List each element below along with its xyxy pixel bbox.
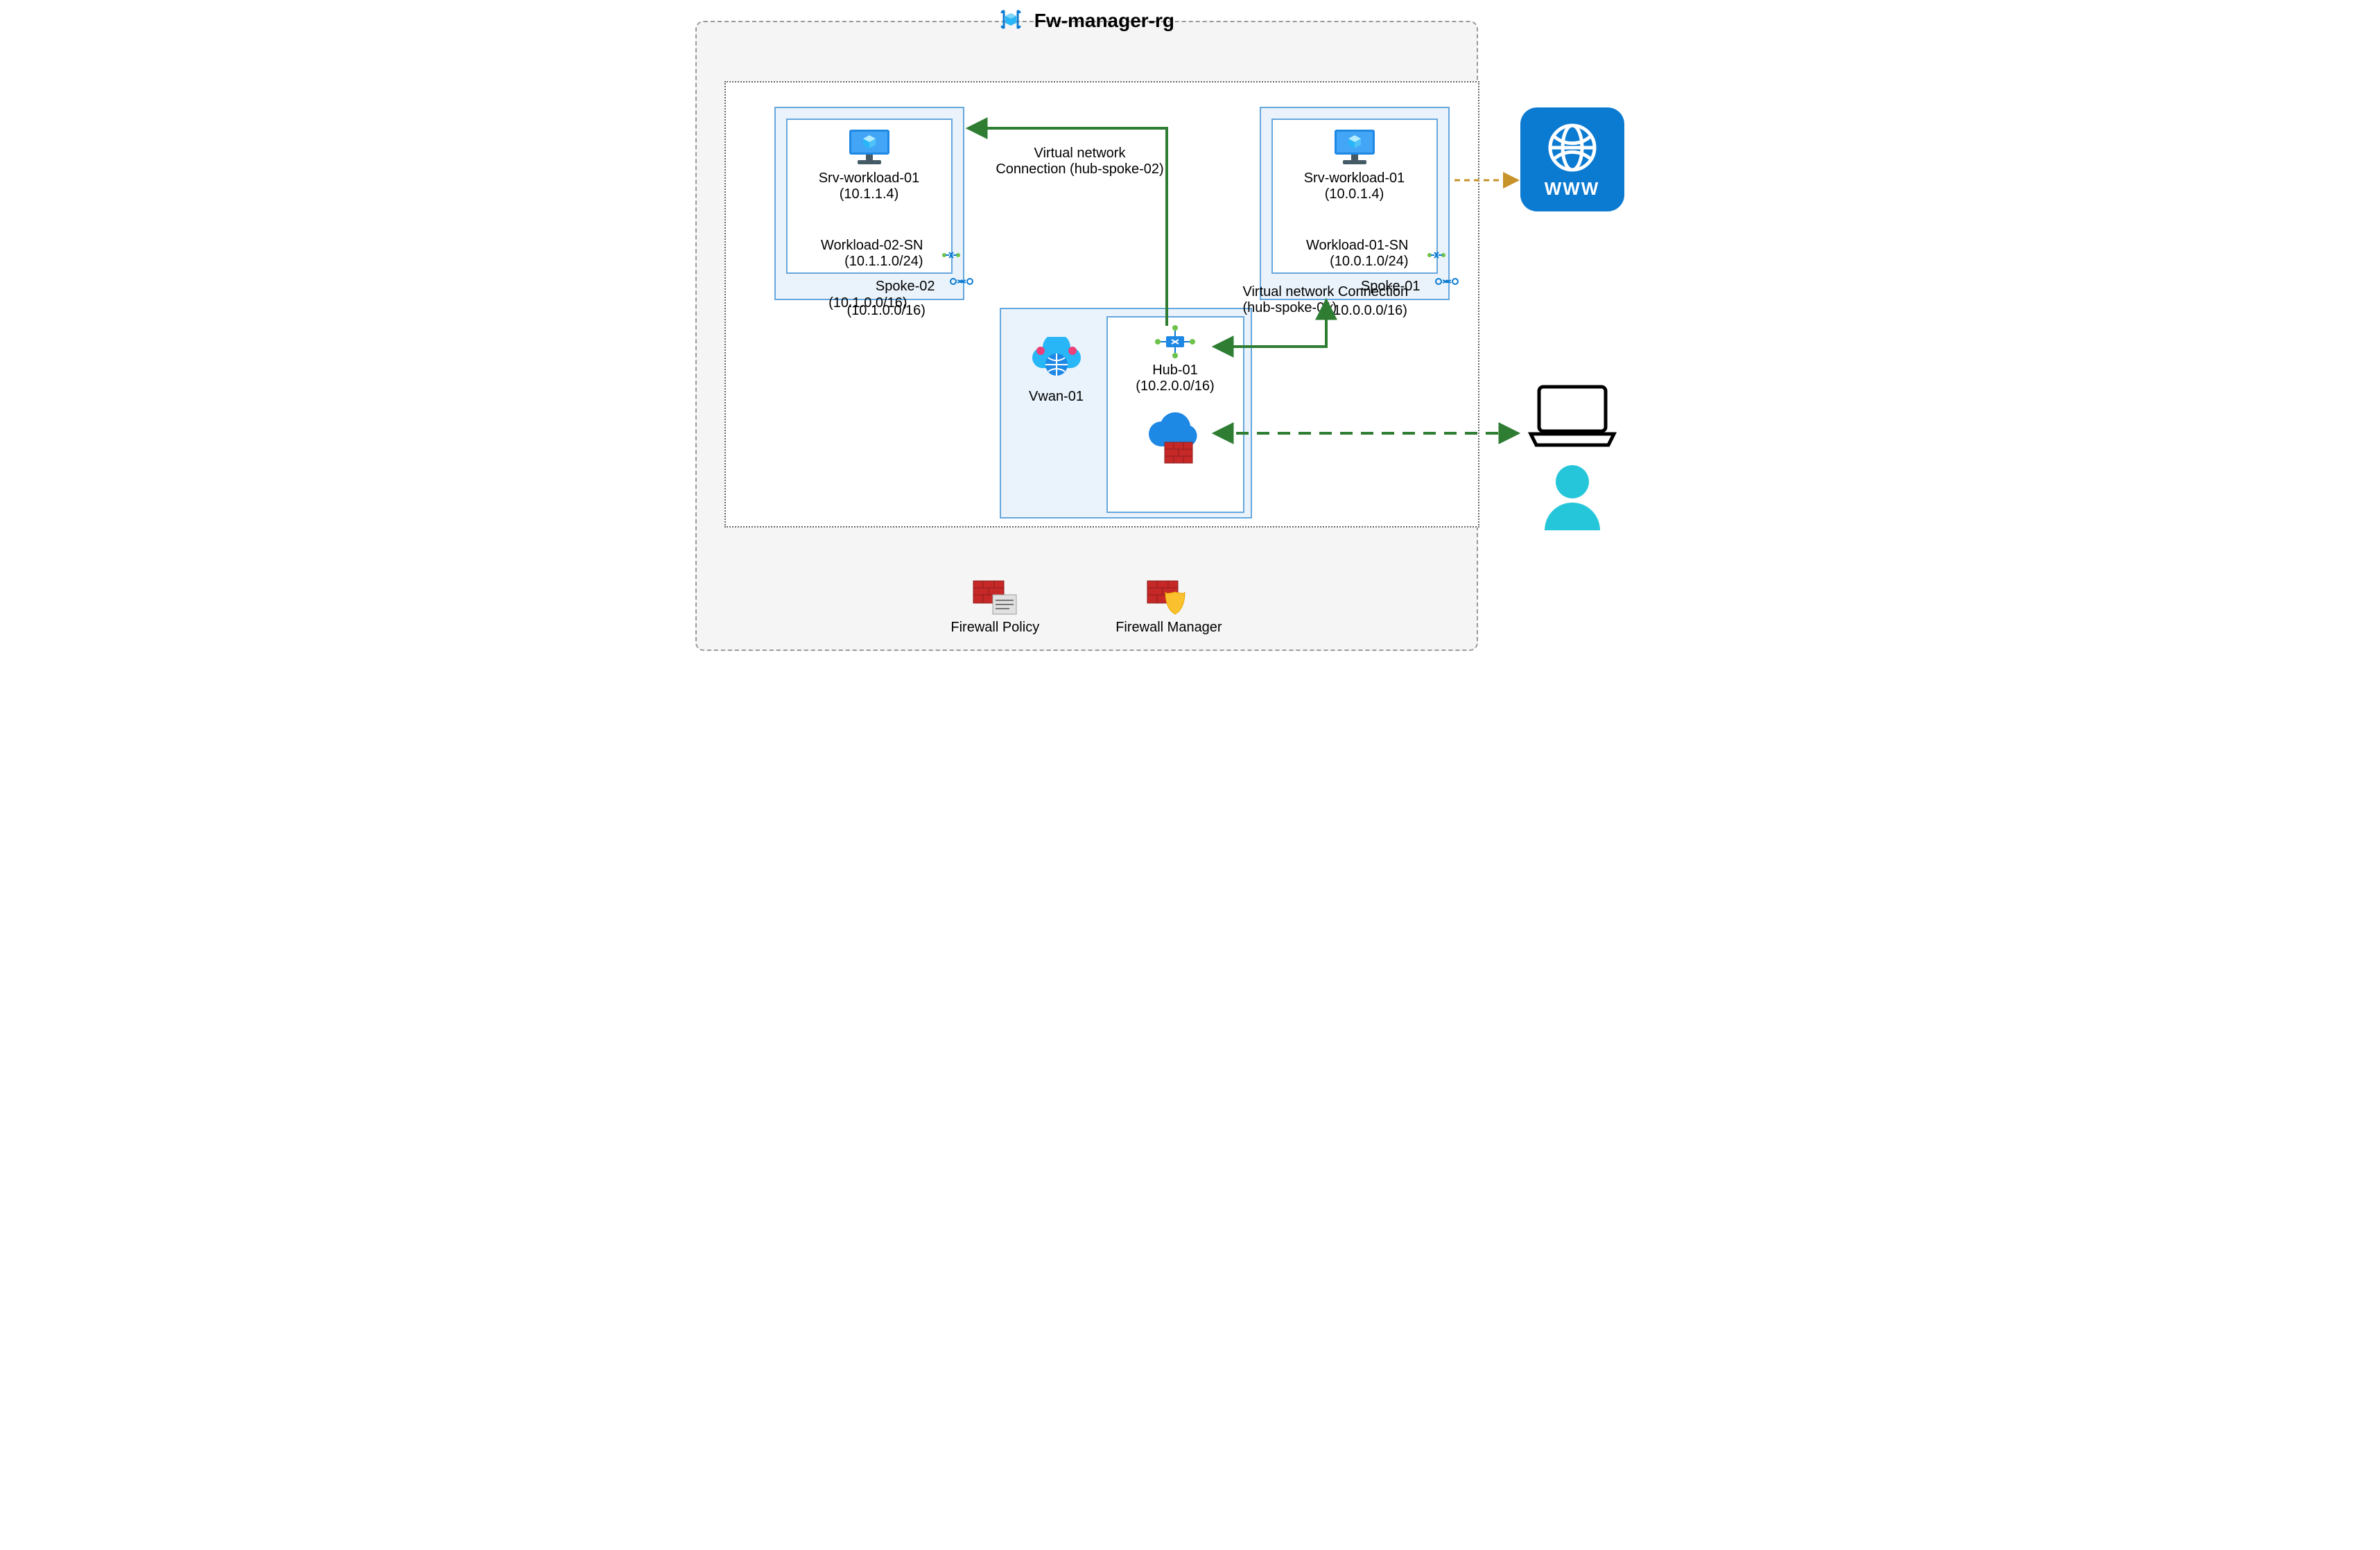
hub-icon (1108, 324, 1243, 363)
legend-manager-label: Firewall Manager (1115, 620, 1222, 636)
subnet-cidr-right: (10.0.1.0/24) (1273, 254, 1409, 270)
www-tile: WWW (1520, 107, 1624, 211)
vwan-icon: Vwan-01 (1015, 337, 1098, 405)
spoke-left: Srv-workload-01 (10.1.1.4) Workload-02-S… (774, 107, 964, 300)
legend-policy-label: Firewall Policy (950, 620, 1039, 636)
vm-ip-left: (10.1.1.4) (788, 186, 951, 202)
subnet-name-left: Workload-02-SN (788, 238, 923, 254)
conn-right-label: Virtual network Connection (hub-spoke-01… (1243, 284, 1423, 316)
vm-icon-right (1273, 127, 1436, 171)
subnet-icon-right (1424, 245, 1449, 268)
hub-box: Hub-01 (10.2.0.0/16) (1106, 316, 1244, 513)
legend-firewall-manager: Firewall Manager (1115, 578, 1222, 636)
conn-right-line2: (hub-spoke-01) (1243, 300, 1423, 316)
conn-left-label: Virtual network Connection (hub-spoke-02… (990, 146, 1170, 177)
vnet-name-left: Spoke-02 (776, 279, 935, 295)
conn-left-line1: Virtual network (990, 146, 1170, 162)
vm-name-left: Srv-workload-01 (788, 171, 951, 186)
spoke-right: Srv-workload-01 (10.0.1.4) Workload-01-S… (1260, 107, 1450, 300)
vm-ip-right: (10.0.1.4) (1273, 186, 1436, 202)
vm-name-right: Srv-workload-01 (1273, 171, 1436, 186)
vnet-cidr-left-below2: (10.1.0.0/16) (847, 303, 926, 319)
subnet-icon-left (939, 245, 964, 268)
hub-label: Hub-01 (1108, 363, 1243, 378)
subnet-left: Srv-workload-01 (10.1.1.4) Workload-02-S… (786, 119, 953, 274)
conn-right-line1: Virtual network Connection (1243, 284, 1423, 300)
laptop-icon (1524, 381, 1621, 454)
vwan-label: Vwan-01 (1015, 389, 1098, 405)
vwan-box: Vwan-01 (1000, 308, 1252, 519)
legend-firewall-policy: Firewall Policy (950, 578, 1039, 636)
www-label: WWW (1545, 178, 1600, 200)
resource-group-box: Fw-manager-rg (695, 21, 1478, 651)
globe-icon (1545, 120, 1600, 175)
subnet-name-right: Workload-01-SN (1273, 238, 1409, 254)
firewall-icon (1108, 412, 1243, 471)
vm-icon-left (788, 127, 951, 171)
conn-left-line2: Connection (hub-spoke-02) (990, 162, 1170, 177)
vnet-icon-left (948, 272, 975, 295)
resource-group-icon (998, 7, 1023, 37)
subnet-right: Srv-workload-01 (10.0.1.4) Workload-01-S… (1271, 119, 1438, 274)
vnet-icon-right (1433, 272, 1461, 295)
subnet-cidr-left: (10.1.1.0/24) (788, 254, 923, 270)
hub-cidr: (10.2.0.0/16) (1108, 378, 1243, 394)
user-icon (1534, 461, 1610, 534)
resource-group-title: Fw-manager-rg (1034, 10, 1174, 31)
legend-row: Firewall Policy Firewall Manager (697, 578, 1477, 636)
resource-group-title-row: Fw-manager-rg (697, 7, 1477, 37)
